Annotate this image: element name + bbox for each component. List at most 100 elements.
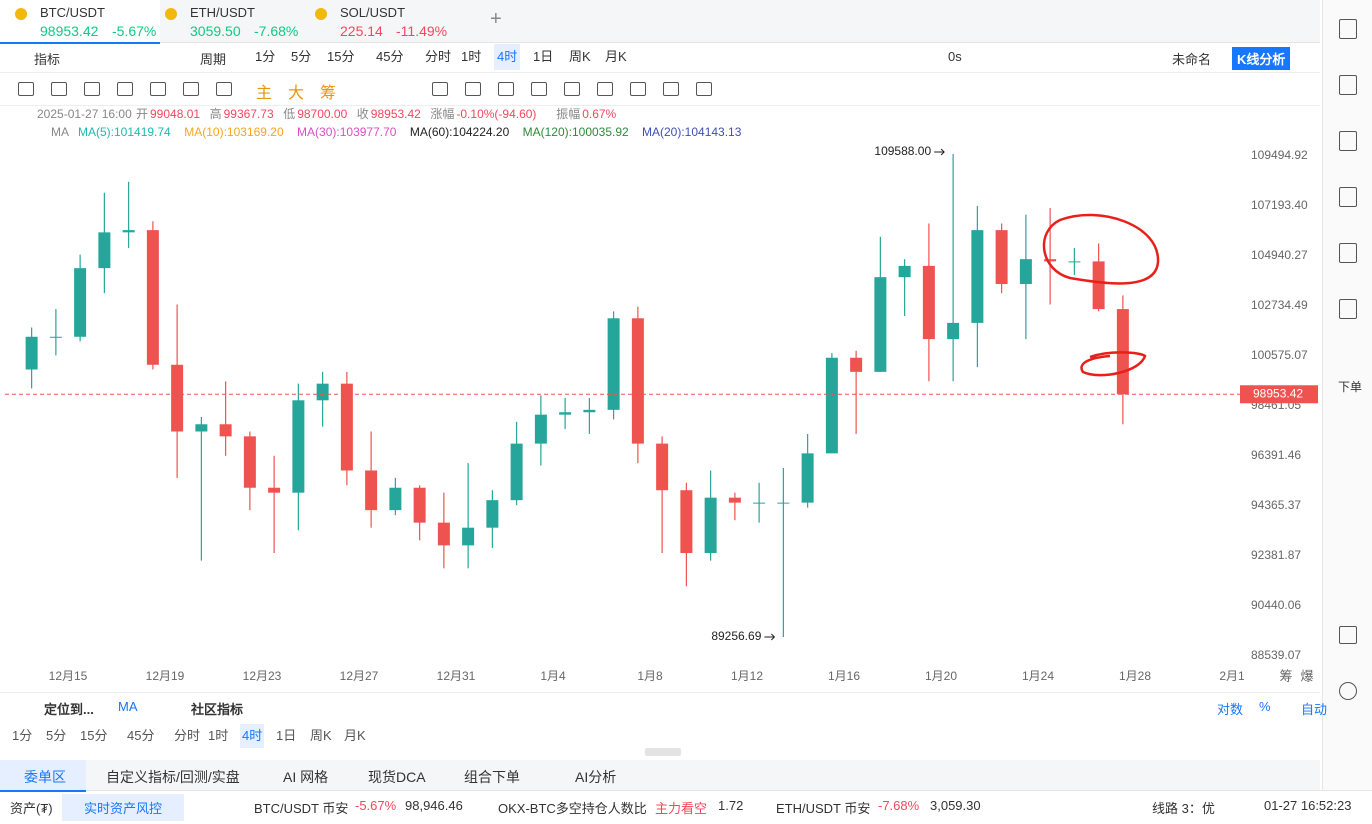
draw-tool[interactable]: 筹 (320, 85, 337, 102)
interval-button[interactable]: 分时 (174, 728, 201, 743)
info-key: 涨幅 (430, 106, 454, 121)
panel-tab[interactable]: 组合下单 (464, 769, 520, 785)
interval-button[interactable]: 周K (310, 728, 332, 743)
y-tick-label: 109494.92 (1251, 148, 1308, 162)
sidebar-icon[interactable] (1339, 187, 1357, 207)
interval-button[interactable]: 45分 (127, 728, 155, 743)
ma-button[interactable]: MA (118, 699, 138, 714)
candle-body (607, 318, 620, 410)
tool-icon[interactable] (183, 82, 199, 96)
tab-symbol[interactable]: ETH/USDT (190, 5, 255, 20)
x-tick-label: 12月31 (437, 669, 476, 683)
axis-mode[interactable]: 自动 (1301, 702, 1328, 717)
tab-symbol[interactable]: SOL/USDT (340, 5, 406, 20)
tool-icon[interactable] (150, 82, 166, 96)
y-tick-label: 88539.07 (1251, 648, 1301, 662)
info-value: 99367.73 (224, 107, 274, 121)
info-value: 99048.01 (150, 107, 200, 121)
sidebar-icon[interactable] (1339, 682, 1357, 700)
interval-button[interactable]: 1时 (461, 49, 482, 64)
candle-body (316, 383, 329, 401)
tab-symbol[interactable]: BTC/USDT (40, 5, 105, 20)
tool-icon[interactable] (84, 82, 100, 96)
timer[interactable]: 0s (948, 49, 962, 64)
last-price-box (1240, 385, 1318, 404)
interval-button[interactable]: 4时 (240, 724, 265, 748)
candle-body (704, 497, 717, 553)
tool-icon[interactable] (663, 82, 679, 96)
axis-mode[interactable]: % (1259, 699, 1271, 714)
panel-tab[interactable]: AI 网格 (283, 769, 329, 785)
draw-toolbar (0, 72, 1320, 106)
tool-icon[interactable] (432, 82, 448, 96)
interval-button[interactable]: 5分 (291, 49, 312, 64)
interval-button[interactable]: 1日 (533, 49, 554, 64)
risk-button[interactable]: 实时资产风控 (62, 794, 185, 821)
status-item: BTC/USDT 币安 (254, 801, 349, 816)
sidebar-icon[interactable] (1339, 131, 1357, 151)
tool-icon[interactable] (630, 82, 646, 96)
toolbar (0, 42, 1320, 73)
tool-icon[interactable] (117, 82, 133, 96)
x-tick-label: 1月12 (731, 669, 763, 683)
candle-body (243, 436, 256, 488)
interval-button[interactable]: 1日 (276, 728, 297, 743)
tool-icon[interactable] (696, 82, 712, 96)
status-item: 1.72 (718, 798, 744, 813)
tool-icon[interactable] (531, 82, 547, 96)
layout-name[interactable]: 未命名 (1172, 52, 1212, 67)
candle-body (534, 414, 547, 444)
sidebar-icon[interactable] (1339, 19, 1357, 39)
sidebar-icon[interactable] (1339, 75, 1357, 95)
sidebar-icon[interactable] (1339, 626, 1357, 644)
interval-button[interactable]: 周K (569, 49, 591, 64)
interval-button[interactable]: 15分 (327, 49, 355, 64)
axis-mode[interactable]: 对数 (1217, 702, 1244, 717)
community-button[interactable]: 社区指标 (191, 702, 244, 717)
draw-tool[interactable]: 大 (288, 85, 305, 102)
interval-button[interactable]: 1分 (12, 728, 33, 743)
x-extra: 筹 (1279, 668, 1292, 683)
handle[interactable] (645, 748, 681, 756)
sidebar-icon[interactable] (1339, 243, 1357, 263)
panel-tab[interactable]: 现货DCA (368, 769, 426, 785)
tool-icon[interactable] (564, 82, 580, 96)
panel-tab[interactable]: AI分析 (575, 769, 617, 785)
locate-button[interactable]: 定位到... (44, 702, 94, 717)
interval-button[interactable]: 月K (344, 728, 366, 743)
order-button[interactable]: 下单 (1338, 380, 1363, 394)
tool-icon[interactable] (498, 82, 514, 96)
tool-icon[interactable] (465, 82, 481, 96)
info-value: 98700.00 (297, 107, 347, 121)
tool-icon[interactable] (597, 82, 613, 96)
candle-body (922, 265, 935, 340)
info-key: 收 (357, 107, 369, 121)
sidebar-icon[interactable] (1339, 299, 1357, 319)
interval-button[interactable]: 15分 (80, 728, 108, 743)
indicator-button[interactable]: 指标 (34, 52, 61, 67)
interval-button[interactable]: 1分 (255, 49, 276, 64)
interval-button[interactable]: 分时 (425, 49, 452, 64)
interval-button[interactable]: 月K (605, 49, 627, 64)
interval-button[interactable]: 5分 (46, 728, 67, 743)
tool-icon[interactable] (51, 82, 67, 96)
interval-button[interactable]: 1时 (208, 728, 229, 743)
annotation-circle (1080, 351, 1147, 377)
y-tick-label: 94365.37 (1251, 498, 1301, 512)
interval-button[interactable]: 45分 (376, 49, 404, 64)
interval-button[interactable]: 4时 (494, 44, 521, 70)
tool-icon[interactable] (18, 82, 34, 96)
tool-icon[interactable] (216, 82, 232, 96)
tab-change: -11.49% (396, 23, 448, 39)
panel-tab[interactable]: 自定义指标/回测/实盘 (106, 769, 240, 785)
ma-value: MA(5):101419.74 (78, 125, 171, 139)
period-button[interactable]: 周期 (200, 52, 227, 67)
info-time: 2025-01-27 16:00 (37, 107, 132, 121)
x-tick-label: 1月8 (637, 669, 663, 683)
analysis-button[interactable]: K线分析 (1232, 47, 1291, 70)
y-tick-label: 104940.27 (1251, 248, 1308, 262)
draw-tool[interactable]: 主 (256, 85, 273, 102)
candle-body (122, 230, 135, 233)
panel-tab[interactable]: 委单区 (24, 769, 66, 785)
